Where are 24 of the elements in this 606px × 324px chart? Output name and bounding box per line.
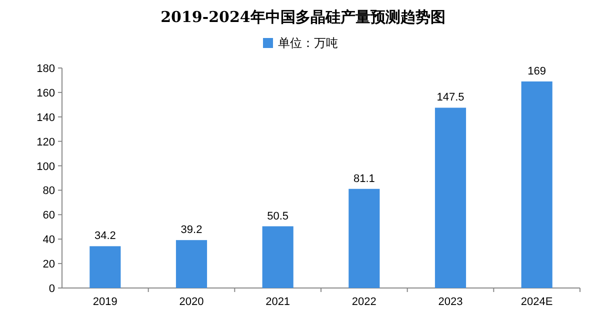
data-label: 147.5 [436,92,464,104]
y-tick: 100 [36,160,55,173]
y-tick: 60 [42,210,55,222]
x-tick: 2023 [438,296,463,308]
y-tick: 120 [36,136,55,148]
y-tick: 80 [42,185,55,198]
data-label: 34.2 [94,230,116,242]
data-label: 39.2 [180,224,202,236]
x-tick: 2019 [92,296,118,308]
y-tick: 40 [42,234,55,246]
y-tick: 0 [48,283,55,295]
y-tick: 160 [36,87,55,100]
x-tick: 2021 [266,296,290,308]
y-tick: 20 [42,258,55,271]
data-label: 81.1 [353,172,375,185]
y-tick: 140 [36,112,55,124]
data-label: 169 [528,65,546,78]
data-label: 50.5 [267,210,289,222]
x-tick: 2020 [179,296,204,308]
title: 2019-2024年中国多晶硅产量预测趋势图 [160,8,446,26]
legend-label: 单位：万吨 [278,36,338,50]
x-tick: 2022 [352,296,376,308]
x-tick: 2024E [520,296,553,308]
y-tick: 180 [36,63,55,75]
